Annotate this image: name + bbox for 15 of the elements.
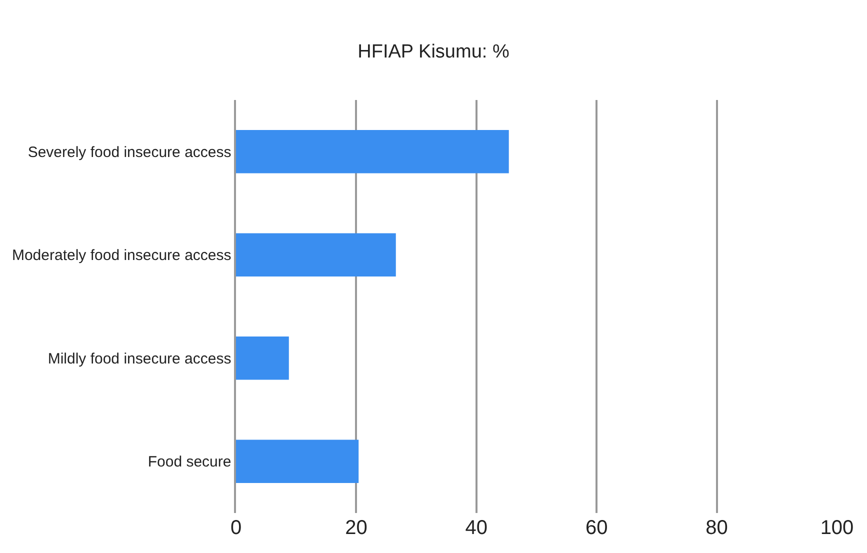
x-tick-label: 0 [230, 517, 242, 539]
y-tick-label: Moderately food insecure access [12, 247, 232, 264]
x-tick-label: 80 [706, 517, 728, 539]
bar [236, 440, 359, 484]
y-tick-label: Mildly food insecure access [48, 350, 232, 368]
x-tick-label: 100 [820, 517, 854, 539]
x-tick-label: 20 [345, 517, 368, 539]
bar [236, 130, 509, 174]
bar [236, 336, 289, 380]
y-tick-label: Severely food insecure access [28, 144, 232, 161]
bar [236, 233, 396, 277]
y-tick-label: Food secure [148, 454, 232, 471]
x-tick-label: 40 [465, 517, 488, 539]
chart-title: HFIAP Kisumu: % [358, 42, 510, 63]
x-tick-label: 60 [585, 517, 608, 539]
